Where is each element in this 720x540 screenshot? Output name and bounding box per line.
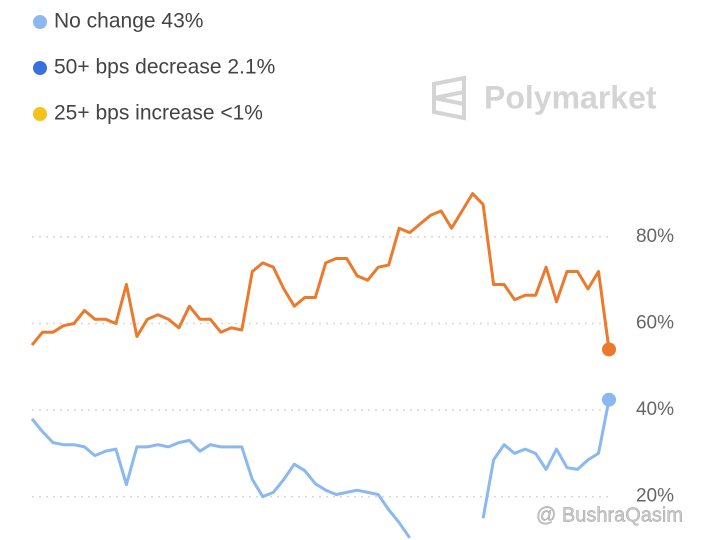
legend-dot: [33, 61, 47, 75]
y-tick-label: 60%: [636, 313, 674, 334]
y-tick-label: 80%: [636, 226, 674, 247]
legend-dot: [33, 15, 47, 29]
legend-label: No change 43%: [54, 10, 203, 33]
legend-label: 50+ bps decrease 2.1%: [54, 56, 275, 79]
end-dot: [602, 392, 616, 407]
legend-dot: [33, 107, 47, 121]
polymarket-logo: [432, 75, 466, 121]
y-tick-label: 40%: [636, 399, 674, 420]
watermark: Polymarket: [484, 79, 657, 115]
y-tick-label: 20%: [636, 486, 674, 507]
end-dot: [602, 342, 616, 357]
series-line: [30, 399, 611, 539]
series-line: [30, 192, 611, 350]
legend-label: 25+ bps increase <1%: [54, 102, 263, 125]
credit: @ BushraQasim: [536, 504, 683, 526]
plot-area: [30, 192, 616, 539]
